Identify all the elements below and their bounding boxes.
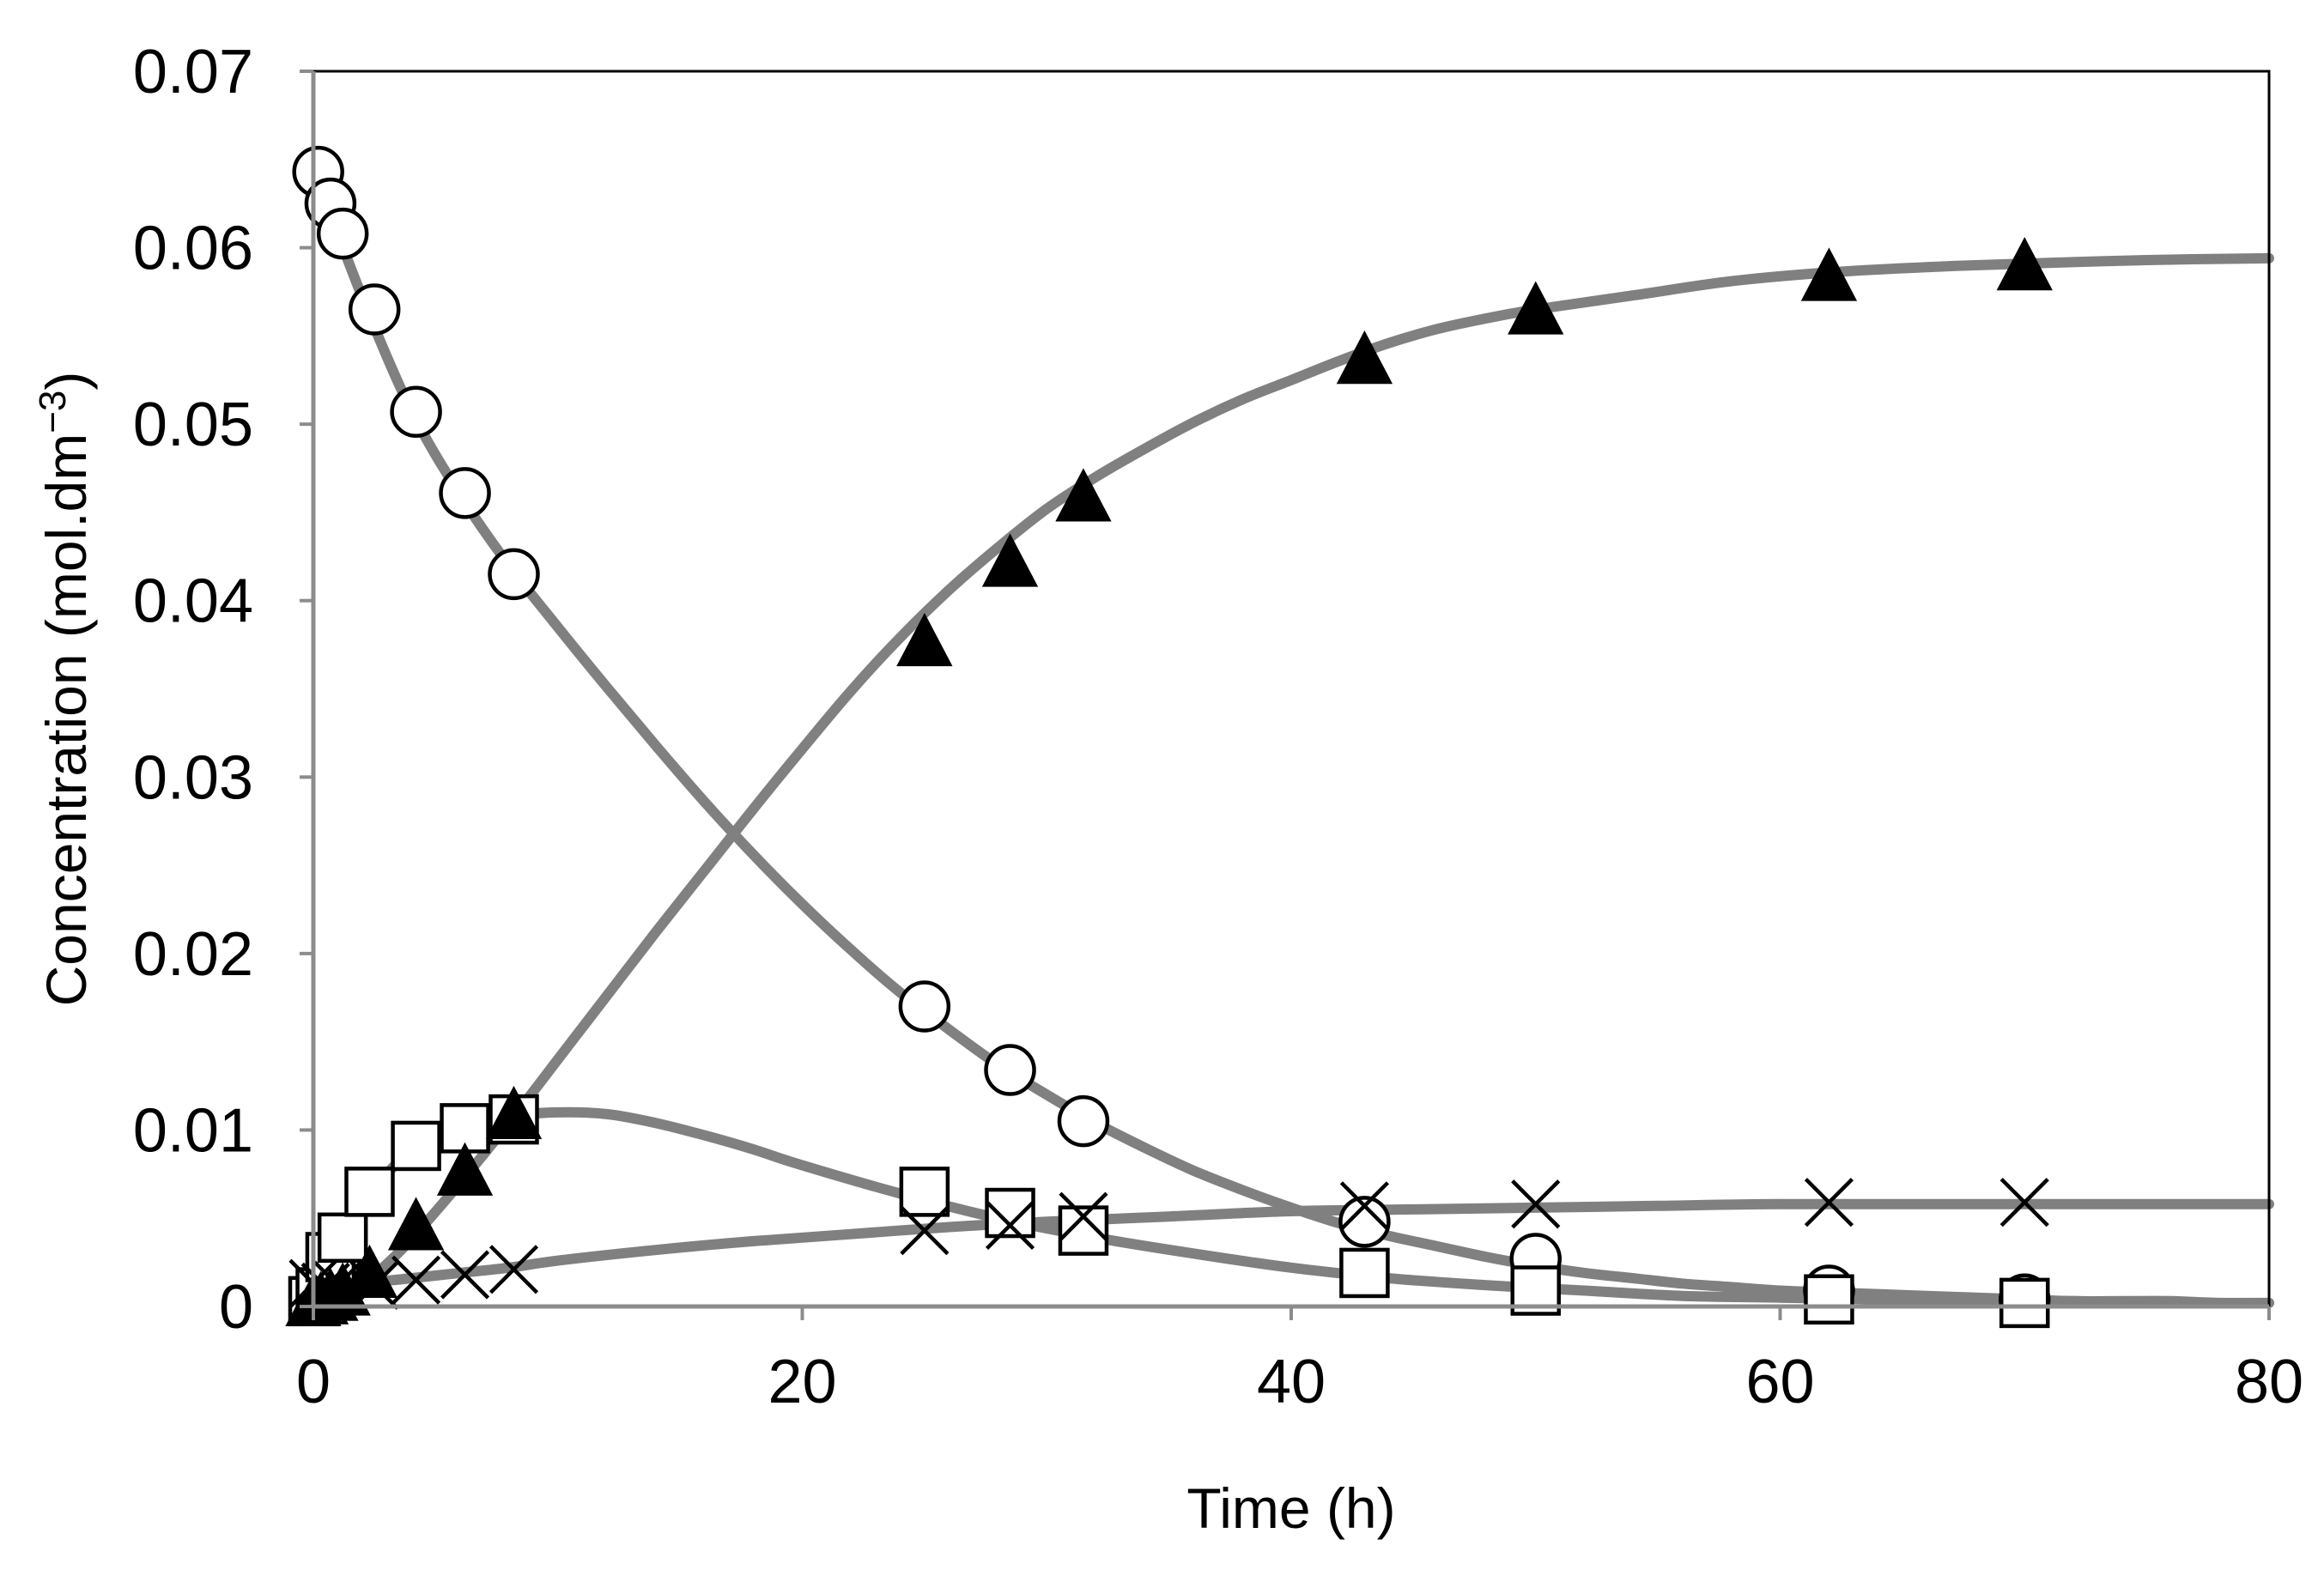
circle-point [1057,1094,1110,1148]
y-tick-label: 0.03 [133,743,253,812]
triangle-point [896,612,953,667]
triangle-point [1055,468,1112,522]
y-tick-label: 0 [219,1273,253,1342]
cross-point [900,1206,950,1256]
triangle-point [1996,237,2053,291]
square-point [985,1187,1035,1239]
y-tick-label: 0.04 [133,567,253,636]
square-point [344,1167,395,1217]
square-point [899,1167,950,1217]
y-axis-title: Concentration (mol.dm−3) [32,372,99,1007]
y-tick-label: 0.06 [133,215,253,283]
axes: 0 0.01 0.02 0.03 0.04 0.05 0.06 0.07 0 20 40 60 80 [133,38,2303,1416]
triangle-point [341,1244,398,1299]
y-tick-label: 0.07 [133,38,253,106]
triangle-point [1336,330,1393,385]
square-point [391,1120,441,1172]
x-tick-label: 40 [1257,1348,1326,1416]
circle-point [348,283,401,336]
triangle-point [1800,247,1858,301]
y-tick-label: 0.02 [133,920,253,989]
circle-point [898,980,951,1033]
circle-point [439,467,491,519]
triangle-point [387,1197,445,1251]
y-tick-label: 0.05 [133,391,253,459]
cross-point [1339,1181,1390,1231]
y-axis-title-main: Concentration (mol.dm [34,433,98,1007]
y-axis-title-close: ) [34,372,98,391]
y-axis-title-superscript: −3 [32,391,74,433]
triangle-point [485,1085,543,1140]
x-tick-label: 60 [1745,1348,1814,1416]
square-point [317,1212,368,1264]
circle-point [316,207,369,260]
cross-point [1999,1178,2049,1227]
triangle-point [1508,281,1564,335]
triangle-point [981,533,1039,587]
circle-point [390,385,442,439]
circle-point [488,548,540,601]
cross-point [985,1200,1035,1251]
cross-point [440,1250,490,1300]
x-tick-label: 0 [296,1348,331,1416]
x-tick-label: 20 [768,1348,836,1416]
x-tick-label: 80 [2235,1348,2303,1416]
cross-point [1511,1179,1561,1229]
cross-point [1059,1191,1108,1241]
cross-point [1804,1178,1854,1227]
cross-point [488,1245,539,1294]
triangle-point [436,1142,494,1196]
square-point [1339,1247,1390,1299]
circle-point [1338,1196,1391,1248]
cross-point [391,1255,441,1305]
y-tick-label: 0.01 [133,1096,253,1165]
circle-point [984,1044,1036,1096]
square-point [1999,1277,2050,1329]
x-axis-title: Time (h) [1186,1476,1395,1540]
square-point [1804,1274,1854,1325]
